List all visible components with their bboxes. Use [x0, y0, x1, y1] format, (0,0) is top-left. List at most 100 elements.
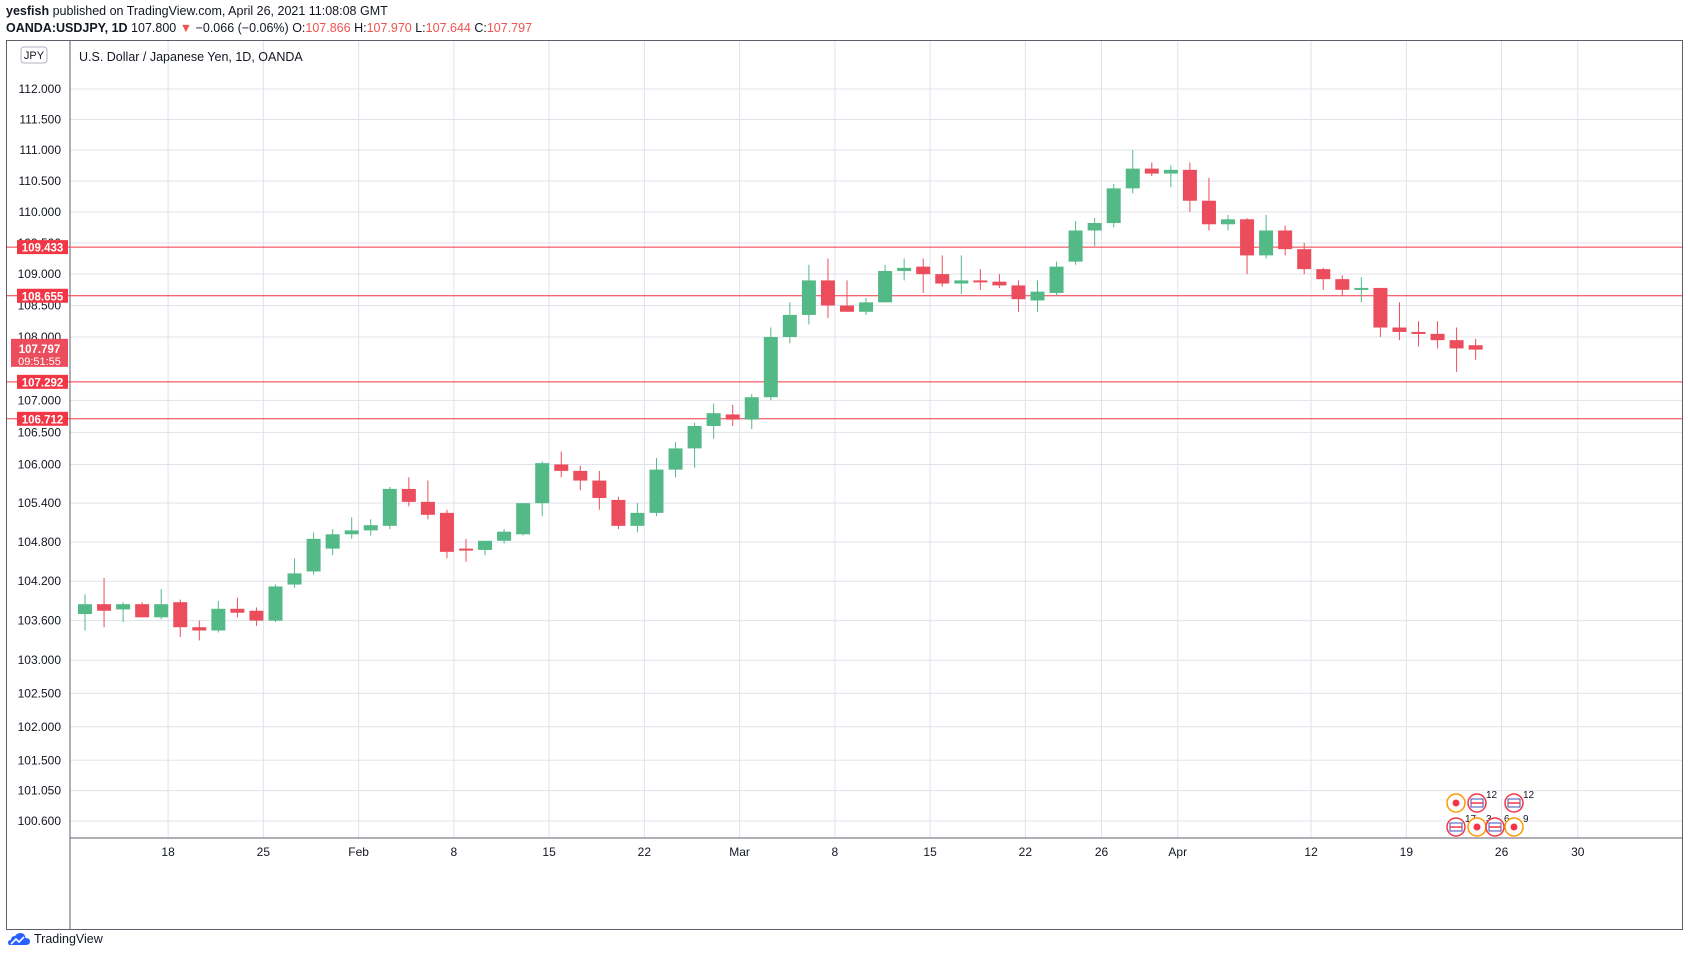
candle-body[interactable] — [173, 602, 188, 628]
candle-body[interactable] — [478, 540, 493, 550]
candle-body[interactable] — [78, 604, 92, 615]
candle-body[interactable] — [1392, 327, 1407, 332]
candle-body[interactable] — [1068, 230, 1083, 262]
candle-body[interactable] — [325, 534, 340, 549]
candle-body[interactable] — [1335, 279, 1350, 290]
candle-body[interactable] — [1030, 291, 1045, 301]
candle-body[interactable] — [154, 604, 169, 618]
candle-body[interactable] — [840, 305, 854, 312]
candle-body[interactable] — [1125, 168, 1140, 189]
candle-body[interactable] — [192, 627, 207, 631]
candle-body[interactable] — [268, 586, 283, 621]
candle-body[interactable] — [516, 503, 531, 535]
level-price-tag — [17, 288, 68, 303]
candle-body[interactable] — [878, 271, 893, 303]
candle-body[interactable] — [611, 499, 626, 526]
price-tick-label: 112.000 — [19, 82, 62, 96]
candle-body[interactable] — [1201, 200, 1216, 225]
candle-body[interactable] — [763, 336, 778, 398]
price-tick-label: 102.500 — [18, 686, 62, 700]
candle-body[interactable] — [573, 470, 588, 481]
candle-body[interactable] — [439, 512, 454, 552]
candle-body[interactable] — [287, 573, 302, 585]
price-tick-label: 101.050 — [18, 784, 62, 798]
price-tick-label: 106.500 — [18, 425, 62, 439]
candle-body[interactable] — [725, 414, 740, 420]
candle-body[interactable] — [211, 608, 226, 631]
candle-body[interactable] — [1316, 269, 1331, 280]
candle-body[interactable] — [820, 280, 835, 306]
date-tick-label: Feb — [348, 845, 369, 859]
candle-body[interactable] — [1221, 219, 1235, 225]
candle-body[interactable] — [1468, 345, 1483, 350]
date-tick-label: 19 — [1400, 845, 1414, 859]
date-tick-label: 26 — [1095, 845, 1109, 859]
published-info: published on TradingView.com, April 26, … — [52, 4, 388, 18]
candle-body[interactable] — [1182, 169, 1197, 201]
candle-body[interactable] — [306, 538, 321, 572]
candle-body[interactable] — [973, 280, 988, 283]
candle-body[interactable] — [1278, 230, 1293, 250]
date-tick-label: 18 — [161, 845, 175, 859]
candle-body[interactable] — [782, 314, 797, 337]
candle-body[interactable] — [687, 425, 702, 449]
candle-body[interactable] — [706, 413, 721, 426]
candle-body[interactable] — [535, 463, 550, 504]
candle-body[interactable] — [420, 501, 435, 515]
date-tick-label: 26 — [1495, 845, 1509, 859]
candle-body[interactable] — [744, 397, 759, 420]
tradingview-cloud-icon — [8, 933, 30, 945]
candle-body[interactable] — [649, 469, 664, 513]
close-value: 107.797 — [486, 21, 533, 35]
candle-body[interactable] — [1163, 169, 1178, 174]
event-count-label: 12 — [1486, 790, 1498, 801]
candle-body[interactable] — [1087, 223, 1102, 231]
candle-body[interactable] — [1144, 168, 1159, 174]
candle-body[interactable] — [668, 448, 683, 470]
candle-body[interactable] — [1240, 219, 1255, 256]
candle-body[interactable] — [363, 525, 378, 531]
candle-body[interactable] — [97, 604, 112, 611]
candle-body[interactable] — [935, 274, 950, 284]
candle-body[interactable] — [382, 488, 397, 526]
candle-body[interactable] — [1259, 230, 1274, 256]
candle-body[interactable] — [801, 280, 816, 315]
candle-body[interactable] — [1106, 188, 1121, 224]
date-tick-label: 12 — [1304, 845, 1318, 859]
candle-body[interactable] — [1430, 333, 1445, 341]
currency-badge[interactable] — [20, 46, 48, 64]
tradingview-brand[interactable]: TradingView — [8, 932, 103, 946]
event-count-label: 9 — [1523, 814, 1529, 825]
candle-body[interactable] — [1297, 249, 1312, 270]
candle-body[interactable] — [897, 267, 912, 272]
chart-frame[interactable]: 112.000111.500111.000110.500110.000109.5… — [6, 40, 1683, 930]
author-name[interactable]: yesfish — [6, 4, 50, 18]
candle-body[interactable] — [344, 530, 359, 535]
candle-body[interactable] — [230, 608, 245, 613]
candle-body[interactable] — [954, 280, 969, 284]
candlestick-chart[interactable]: 112.000111.500111.000110.500110.000109.5… — [7, 41, 1682, 929]
price-tick-label: 111.500 — [19, 113, 61, 127]
event-count-label: 6 — [1504, 814, 1510, 825]
candle-body[interactable] — [1411, 331, 1426, 334]
candle-body[interactable] — [554, 464, 569, 471]
candle-body[interactable] — [859, 302, 874, 312]
candle-body[interactable] — [630, 512, 645, 526]
candle-body[interactable] — [1449, 340, 1464, 349]
candle-body[interactable] — [116, 604, 131, 610]
candle-body[interactable] — [592, 480, 607, 498]
price-tick-label: 100.600 — [18, 814, 62, 828]
candle-body[interactable] — [1373, 287, 1388, 328]
candle-body[interactable] — [992, 281, 1007, 286]
candle-body[interactable] — [401, 488, 416, 502]
candle-body[interactable] — [1011, 285, 1026, 300]
candle-body[interactable] — [1049, 266, 1064, 293]
candle-body[interactable] — [1354, 287, 1369, 290]
candle-body[interactable] — [916, 266, 931, 275]
candle-body[interactable] — [249, 610, 264, 621]
date-tick-label: 8 — [451, 845, 458, 859]
candle-body[interactable] — [135, 604, 150, 618]
candle-body[interactable] — [459, 548, 473, 551]
open-label: O: — [292, 21, 306, 35]
candle-body[interactable] — [497, 531, 512, 541]
